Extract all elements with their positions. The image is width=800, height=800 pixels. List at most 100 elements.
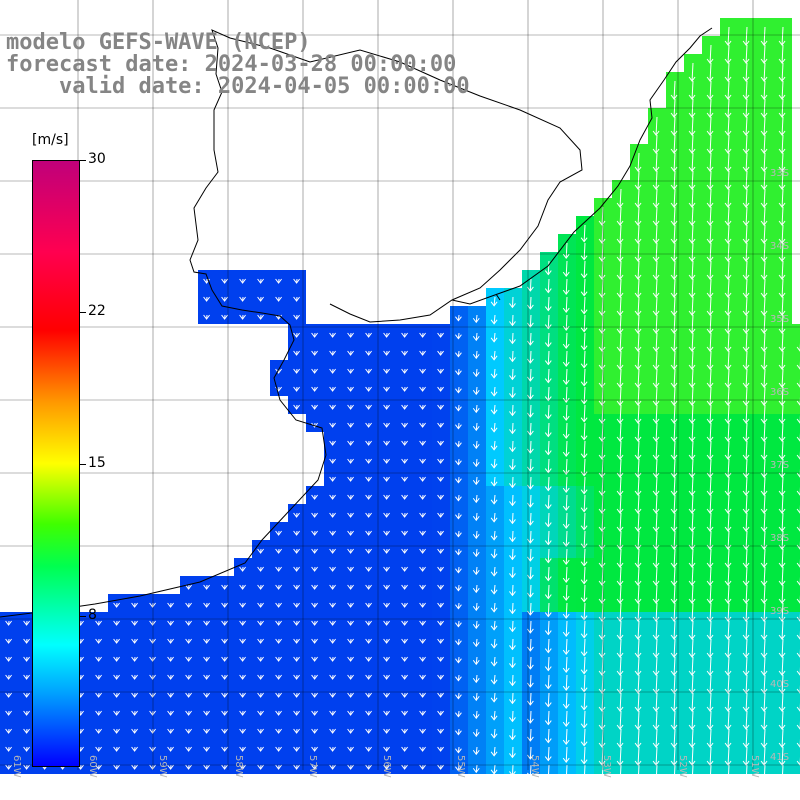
wind-arrow	[511, 638, 514, 650]
wind-arrow-head	[23, 710, 30, 716]
wind-arrow	[709, 746, 712, 766]
wind-arrow	[709, 80, 712, 100]
wind-arrow	[475, 458, 478, 467]
wind-arrow-head	[562, 451, 570, 457]
wind-arrow-head	[670, 148, 678, 154]
wind-cell	[792, 720, 800, 738]
wind-arrow	[727, 638, 730, 658]
wind-arrow-head	[688, 508, 696, 514]
wind-arrow	[781, 566, 784, 586]
wind-arrow-head	[742, 238, 750, 244]
wind-arrow-head	[185, 746, 192, 752]
wind-arrow	[655, 314, 658, 334]
wind-arrow	[691, 710, 694, 730]
wind-arrow-head	[257, 620, 264, 626]
wind-arrow	[511, 602, 514, 614]
wind-arrow	[547, 422, 550, 437]
wind-arrow-head	[760, 292, 768, 298]
wind-arrow-head	[419, 494, 426, 500]
wind-arrow-head	[329, 512, 336, 518]
wind-arrow-head	[742, 616, 750, 622]
wind-arrow-head	[401, 548, 408, 554]
wind-arrow-head	[724, 490, 732, 496]
wind-arrow	[493, 602, 496, 612]
wind-arrow-head	[383, 584, 390, 590]
wind-arrow-head	[257, 548, 264, 554]
wind-arrow	[619, 602, 622, 622]
wind-arrow	[745, 476, 748, 496]
wind-arrow-head	[616, 688, 624, 694]
latitude-label: 37S	[770, 460, 789, 471]
wind-arrow-head	[706, 454, 714, 460]
wind-arrow	[547, 566, 550, 581]
wind-arrow-head	[688, 166, 696, 172]
wind-arrow-head	[221, 656, 228, 662]
wind-arrow-head	[293, 602, 300, 608]
wind-arrow	[727, 728, 730, 748]
wind-arrow	[655, 656, 658, 676]
wind-arrow	[475, 440, 478, 449]
wind-arrow-head	[257, 278, 264, 284]
wind-arrow-head	[221, 584, 228, 590]
wind-arrow	[511, 746, 514, 758]
wind-arrow-head	[509, 645, 516, 651]
wind-arrow-head	[293, 530, 300, 536]
wind-arrow-head	[688, 472, 696, 478]
wind-arrow-head	[113, 602, 120, 608]
colorbar	[32, 160, 80, 767]
wind-arrow	[763, 44, 766, 64]
wind-arrow-head	[634, 346, 642, 352]
wind-arrow	[565, 692, 568, 709]
longitude-label: 56W	[381, 755, 392, 778]
wind-arrow-head	[742, 418, 750, 424]
wind-arrow-head	[293, 674, 300, 680]
wind-arrow	[691, 458, 694, 478]
wind-arrow-head	[724, 274, 732, 280]
wind-arrow-head	[544, 306, 552, 312]
wind-arrow-head	[347, 440, 354, 446]
wind-arrow	[781, 440, 784, 460]
wind-arrow-head	[490, 409, 498, 415]
wind-arrow	[781, 728, 784, 748]
wind-arrow-head	[509, 429, 516, 435]
wind-arrow-head	[652, 436, 660, 442]
wind-arrow	[673, 188, 676, 208]
wind-arrow	[529, 404, 532, 417]
wind-arrow-head	[616, 508, 624, 514]
wind-arrow	[619, 548, 622, 568]
wind-arrow-head	[203, 764, 210, 770]
wind-arrow-head	[580, 687, 588, 693]
wind-arrow-head	[455, 514, 462, 520]
wind-arrow-head	[688, 436, 696, 442]
wind-arrow-head	[796, 724, 800, 730]
wind-arrow	[493, 548, 496, 558]
wind-arrow	[781, 404, 784, 424]
wind-cell	[792, 666, 800, 684]
wind-arrow-head	[706, 292, 714, 298]
wind-arrow	[763, 512, 766, 532]
wind-arrow-head	[796, 598, 800, 604]
wind-arrow-head	[383, 440, 390, 446]
wind-arrow-head	[509, 735, 516, 741]
wind-arrow-head	[796, 670, 800, 676]
wind-arrow-head	[311, 368, 318, 374]
wind-arrow-head	[706, 382, 714, 388]
wind-arrow-head	[598, 274, 606, 280]
wind-arrow-head	[670, 724, 678, 730]
wind-arrow-head	[401, 764, 408, 770]
wind-arrow	[727, 296, 730, 316]
wind-arrow	[763, 476, 766, 496]
wind-arrow	[619, 476, 622, 496]
wind-arrow-head	[778, 148, 786, 154]
wind-arrow-head	[652, 724, 660, 730]
wind-arrow	[637, 206, 640, 226]
wind-arrow-head	[634, 472, 642, 478]
wind-arrow	[475, 584, 478, 593]
wind-arrow	[691, 206, 694, 226]
wind-arrow-head	[670, 706, 678, 712]
wind-arrow	[565, 548, 568, 565]
wind-arrow-head	[113, 692, 120, 698]
wind-arrow-head	[383, 548, 390, 554]
wind-arrow-head	[562, 361, 570, 367]
wind-arrow-head	[23, 692, 30, 698]
